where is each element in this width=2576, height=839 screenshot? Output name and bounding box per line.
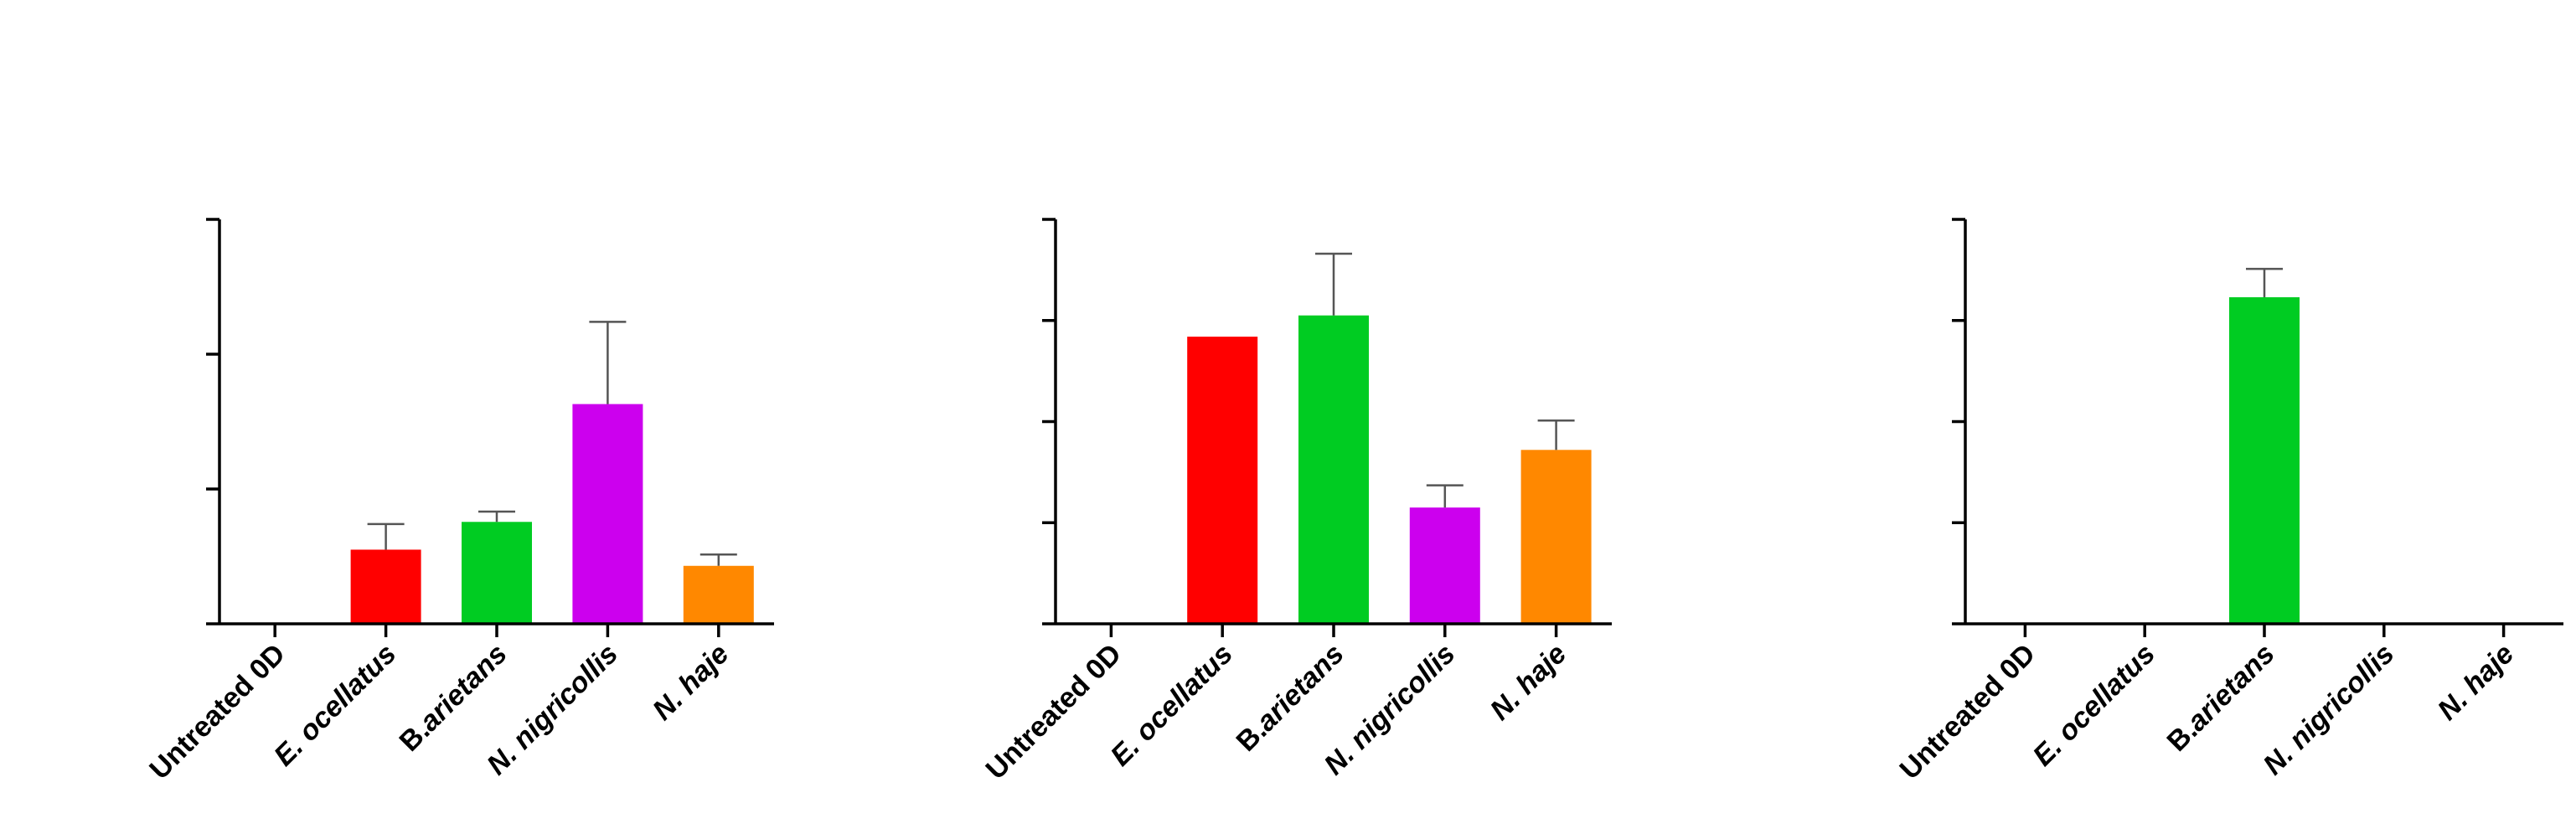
x-tick-label-part: arietans: [414, 638, 514, 738]
x-tick-label-part: Untreated 0D: [143, 638, 292, 786]
x-tick-label: E. ocellatus: [2026, 638, 2160, 772]
x-tick-label-part: N. haje: [2432, 638, 2521, 727]
x-tick-label: N. haje: [2432, 638, 2521, 727]
x-tick-label: B.arietans: [2161, 638, 2281, 758]
bar: [350, 549, 421, 624]
x-tick-label-part: N. haje: [1484, 638, 1573, 727]
x-tick-label: N. haje: [647, 638, 736, 727]
x-tick-label-part: N. haje: [647, 638, 736, 727]
x-tick-label: Untreated 0D: [980, 638, 1128, 786]
x-tick-label: Untreated 0D: [143, 638, 292, 786]
x-tick-label: Untreated 0D: [1894, 638, 2042, 786]
bar: [2229, 296, 2300, 624]
bar: [462, 522, 532, 624]
bar: [683, 565, 754, 624]
x-tick-label: B.arietans: [394, 638, 514, 758]
bar: [1298, 315, 1369, 624]
x-tick-label-part: arietans: [2181, 638, 2281, 738]
x-tick-label: N. haje: [1484, 638, 1573, 727]
x-tick-label-part: Untreated 0D: [1894, 638, 2042, 786]
bar: [1187, 337, 1258, 624]
x-tick-label: B.arietans: [1231, 638, 1350, 758]
x-tick-label-part: Untreated 0D: [980, 638, 1128, 786]
x-tick-label-part: arietans: [1251, 638, 1350, 738]
bar: [1409, 507, 1480, 624]
bar: [1520, 450, 1592, 624]
bar: [572, 404, 643, 624]
x-tick-label-part: E. ocellatus: [2026, 638, 2160, 772]
